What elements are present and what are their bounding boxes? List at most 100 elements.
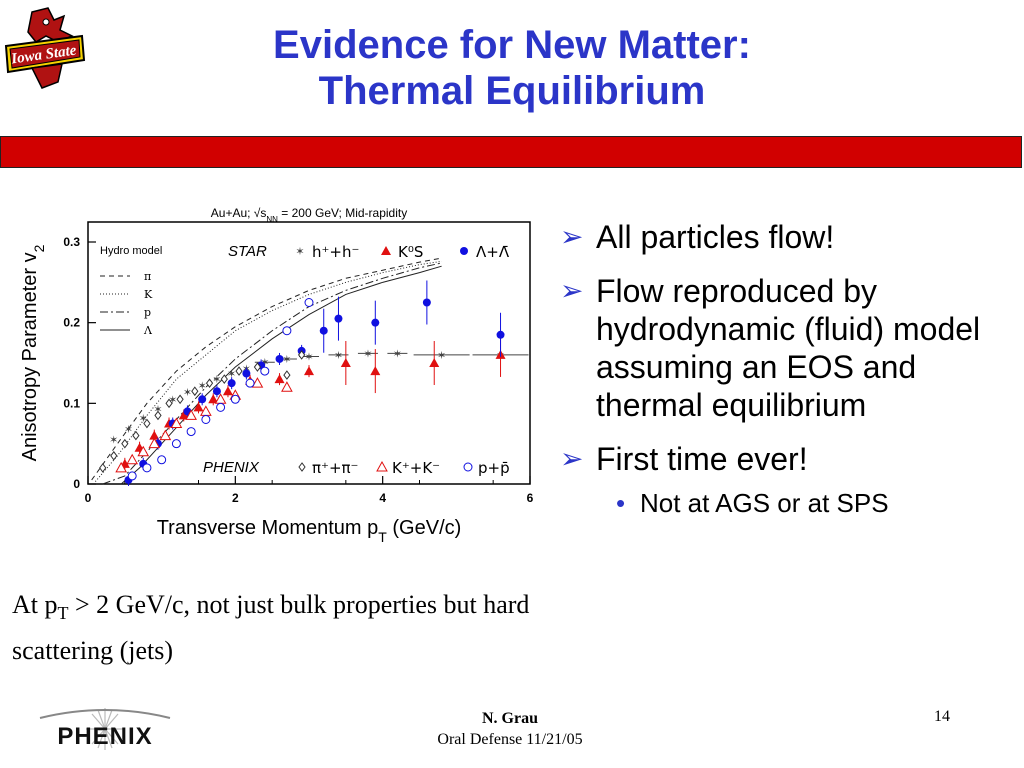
data-point — [274, 374, 285, 384]
hydro-curve-p — [102, 262, 442, 485]
data-point — [159, 429, 172, 441]
data-point: ✶ — [109, 434, 118, 447]
data-point: ✶ — [282, 353, 291, 366]
caption-sub: T — [57, 603, 69, 624]
data-point — [496, 330, 505, 339]
bullet-item: ➢ First time ever! — [560, 440, 1020, 478]
data-point: ✶ — [334, 349, 343, 362]
data-point — [253, 362, 262, 372]
data-point — [242, 369, 251, 378]
star-legend-label: K⁰S — [398, 243, 423, 261]
data-point: ✶ — [304, 351, 313, 364]
phenix-legend-label: K⁺+K⁻ — [392, 459, 440, 477]
data-point: ✶ — [153, 403, 162, 416]
data-point — [142, 463, 152, 473]
data-point — [99, 463, 107, 473]
data-point — [429, 358, 440, 367]
phenix-logo-text: PHENIX — [57, 723, 152, 750]
data-point — [191, 386, 199, 397]
hydro-curve-Λ — [120, 265, 442, 485]
bullet-item: ➢ Flow reproduced by hydrodynamic (fluid… — [560, 272, 1020, 424]
data-point: ✶ — [168, 393, 177, 406]
caption-pre: At p — [12, 590, 58, 619]
data-point — [245, 378, 255, 388]
v2-chart: Au+Au; √sNN = 200 GeV; Mid-rapidity 0 2 4 6 0… — [19, 206, 534, 545]
x-tick-label: 2 — [232, 491, 239, 505]
data-point — [298, 350, 306, 360]
hydro-legend-label: Λ — [143, 324, 153, 337]
star-legend-label: h⁺+h⁻ — [312, 243, 359, 261]
data-point — [157, 455, 167, 465]
data-point — [126, 453, 139, 465]
data-point — [220, 374, 228, 384]
data-point — [304, 366, 314, 376]
data-point: ✶ — [183, 386, 192, 399]
arrow-bullet-icon: ➢ — [560, 275, 584, 306]
caption-post: > 2 GeV/c, not just bulk properties but … — [12, 590, 530, 666]
data-point: ✶ — [260, 356, 269, 369]
phenix-logo: PHENIX — [39, 708, 171, 750]
data-point — [304, 298, 314, 307]
data-point — [165, 398, 173, 409]
data-point — [235, 366, 243, 376]
data-point — [176, 394, 184, 405]
data-point — [463, 462, 473, 472]
footer-info: N. Grau Oral Defense 11/21/05 — [380, 708, 640, 750]
data-point — [148, 437, 161, 449]
hydro-legend-title: Hydro model — [100, 245, 162, 257]
data-point: ✶ — [139, 412, 148, 425]
dot-bullet-icon: • — [616, 488, 626, 518]
bullet-text: First time ever! — [596, 441, 808, 477]
title-divider-bar — [0, 136, 1022, 168]
x-tick-label: 4 — [379, 491, 386, 505]
data-point — [460, 247, 468, 255]
data-point — [143, 418, 151, 429]
data-point: ✶ — [437, 349, 446, 362]
hydro-legend-label: p — [144, 306, 151, 319]
data-point — [334, 314, 343, 323]
data-point — [282, 326, 292, 336]
data-point — [283, 370, 291, 380]
bullet-text: All particles flow! — [596, 219, 835, 255]
data-point: ✶ — [227, 367, 236, 380]
data-point — [251, 377, 264, 388]
data-point — [422, 298, 431, 307]
title-line-1: Evidence for New Matter: — [273, 23, 751, 67]
y-axis-label: Anisotropy Parameter v2 — [19, 244, 47, 461]
bullet-list: ➢ All particles flow! ➢ Flow reproduced … — [560, 218, 1020, 518]
sub-bullet-text: Not at AGS or at SPS — [640, 488, 889, 518]
x-tick-label: 0 — [85, 491, 92, 505]
data-point — [230, 394, 240, 404]
data-point: ✶ — [212, 373, 221, 386]
hydro-legend-label: K — [144, 288, 153, 301]
sub-bullet-item: • Not at AGS or at SPS — [560, 488, 1020, 518]
data-point — [137, 445, 150, 457]
data-point — [193, 402, 204, 412]
plot-frame — [87, 221, 531, 485]
data-point — [171, 439, 181, 449]
footer-author: N. Grau — [482, 710, 538, 727]
data-point — [298, 462, 306, 472]
page-number: 14 — [934, 708, 950, 725]
hydro-curve-K — [94, 260, 442, 482]
star-label: STAR — [228, 243, 267, 260]
data-point — [212, 387, 221, 396]
phenix-legend-label: π⁺+π⁻ — [312, 459, 358, 477]
data-point — [205, 378, 214, 389]
title-line-2: Thermal Equilibrium — [318, 69, 706, 113]
data-point — [110, 450, 118, 461]
data-point — [198, 395, 207, 404]
data-point — [281, 381, 293, 392]
data-point — [227, 379, 236, 388]
data-point — [186, 427, 196, 437]
phenix-legend-label: p+p̄ — [478, 459, 510, 477]
slide-title: Evidence for New Matter: Thermal Equilib… — [150, 22, 874, 114]
iowa-state-cyclones-logo: Iowa State — [4, 7, 86, 89]
data-point — [370, 366, 381, 376]
data-point — [275, 354, 284, 363]
y-tick-label: 0.1 — [63, 396, 80, 410]
data-point — [132, 430, 140, 441]
data-point: ✶ — [124, 423, 133, 436]
data-point — [340, 358, 351, 367]
x-tick-label: 6 — [527, 491, 534, 505]
